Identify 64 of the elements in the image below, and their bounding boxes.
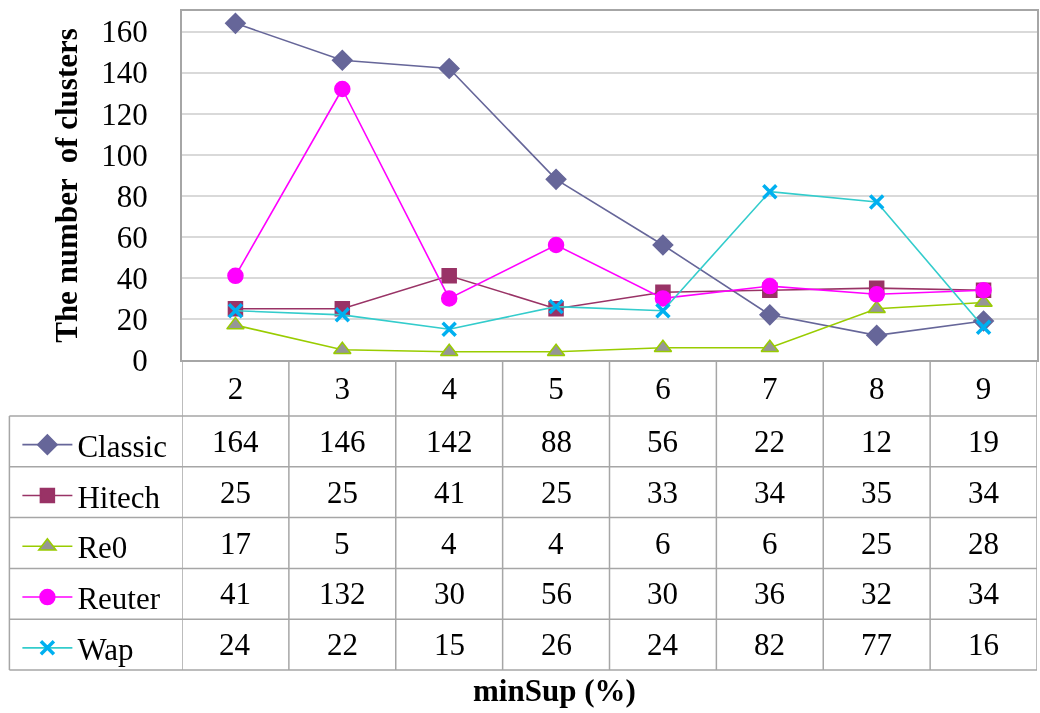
data-label: 4 — [441, 526, 457, 561]
data-label: 142 — [426, 424, 473, 459]
data-label: 17 — [220, 526, 251, 561]
data-label: 41 — [434, 475, 465, 510]
data-label: 19 — [968, 424, 999, 459]
data-label: 34 — [754, 475, 786, 510]
y-axis-title: The number of clusters — [49, 28, 85, 343]
legend-label: Hitech — [77, 479, 161, 515]
data-label: 82 — [754, 627, 785, 662]
y-tick-label: 120 — [101, 96, 148, 132]
y-tick-label: 140 — [101, 55, 148, 91]
data-label: 25 — [327, 475, 358, 510]
x-tick-label: 2 — [227, 371, 244, 407]
data-label: 77 — [861, 627, 892, 662]
data-label: 30 — [434, 576, 465, 611]
data-label: 5 — [334, 526, 350, 561]
y-tick-label: 60 — [116, 219, 148, 255]
data-label: 25 — [220, 475, 251, 510]
data-label: 33 — [647, 475, 678, 510]
x-tick-label: 9 — [975, 371, 992, 407]
data-label: 6 — [762, 526, 778, 561]
data-label: 12 — [861, 424, 892, 459]
legend-label: Reuter — [77, 581, 161, 617]
x-tick-label: 8 — [868, 371, 885, 407]
y-tick-label: 100 — [101, 137, 148, 173]
data-label: 56 — [541, 576, 572, 611]
y-tick-label: 20 — [116, 301, 148, 337]
data-label: 6 — [655, 526, 671, 561]
text: minSup (%) — [473, 673, 636, 708]
data-label: 26 — [541, 627, 572, 662]
legend-label: Wap — [77, 631, 134, 667]
data-label: 24 — [219, 627, 251, 662]
data-label: 36 — [754, 576, 785, 611]
data-label: 56 — [647, 424, 678, 459]
data-label: 34 — [968, 576, 1000, 611]
y-tick-label: 160 — [101, 14, 148, 50]
x-tick-label: 6 — [655, 371, 671, 407]
legend-label: Classic — [77, 428, 167, 464]
x-tick-label: 3 — [334, 371, 351, 407]
data-label: 32 — [861, 576, 892, 611]
data-label: 88 — [541, 424, 572, 459]
data-label: 41 — [220, 576, 251, 611]
data-label: 4 — [548, 526, 564, 561]
data-label: 164 — [212, 424, 259, 459]
data-label: 34 — [968, 475, 1000, 510]
data-label: 22 — [754, 424, 785, 459]
y-tick-label: 0 — [132, 342, 148, 378]
data-label: 28 — [968, 526, 999, 561]
data-label: 24 — [647, 627, 679, 662]
legend-label: Re0 — [77, 530, 128, 566]
data-label: 15 — [434, 627, 465, 662]
data-label: 22 — [327, 627, 358, 662]
data-label: 132 — [319, 576, 366, 611]
data-label: 16 — [968, 627, 999, 662]
y-tick-label: 80 — [116, 178, 148, 214]
data-label: 25 — [861, 526, 892, 561]
data-label: 146 — [319, 424, 366, 459]
x-tick-label: 7 — [762, 371, 778, 407]
data-label: 30 — [647, 576, 678, 611]
x-tick-label: 5 — [548, 371, 564, 407]
data-label: 35 — [861, 475, 892, 510]
x-tick-label: 4 — [441, 371, 458, 407]
y-tick-label: 40 — [116, 260, 148, 296]
data-label: 25 — [541, 475, 572, 510]
